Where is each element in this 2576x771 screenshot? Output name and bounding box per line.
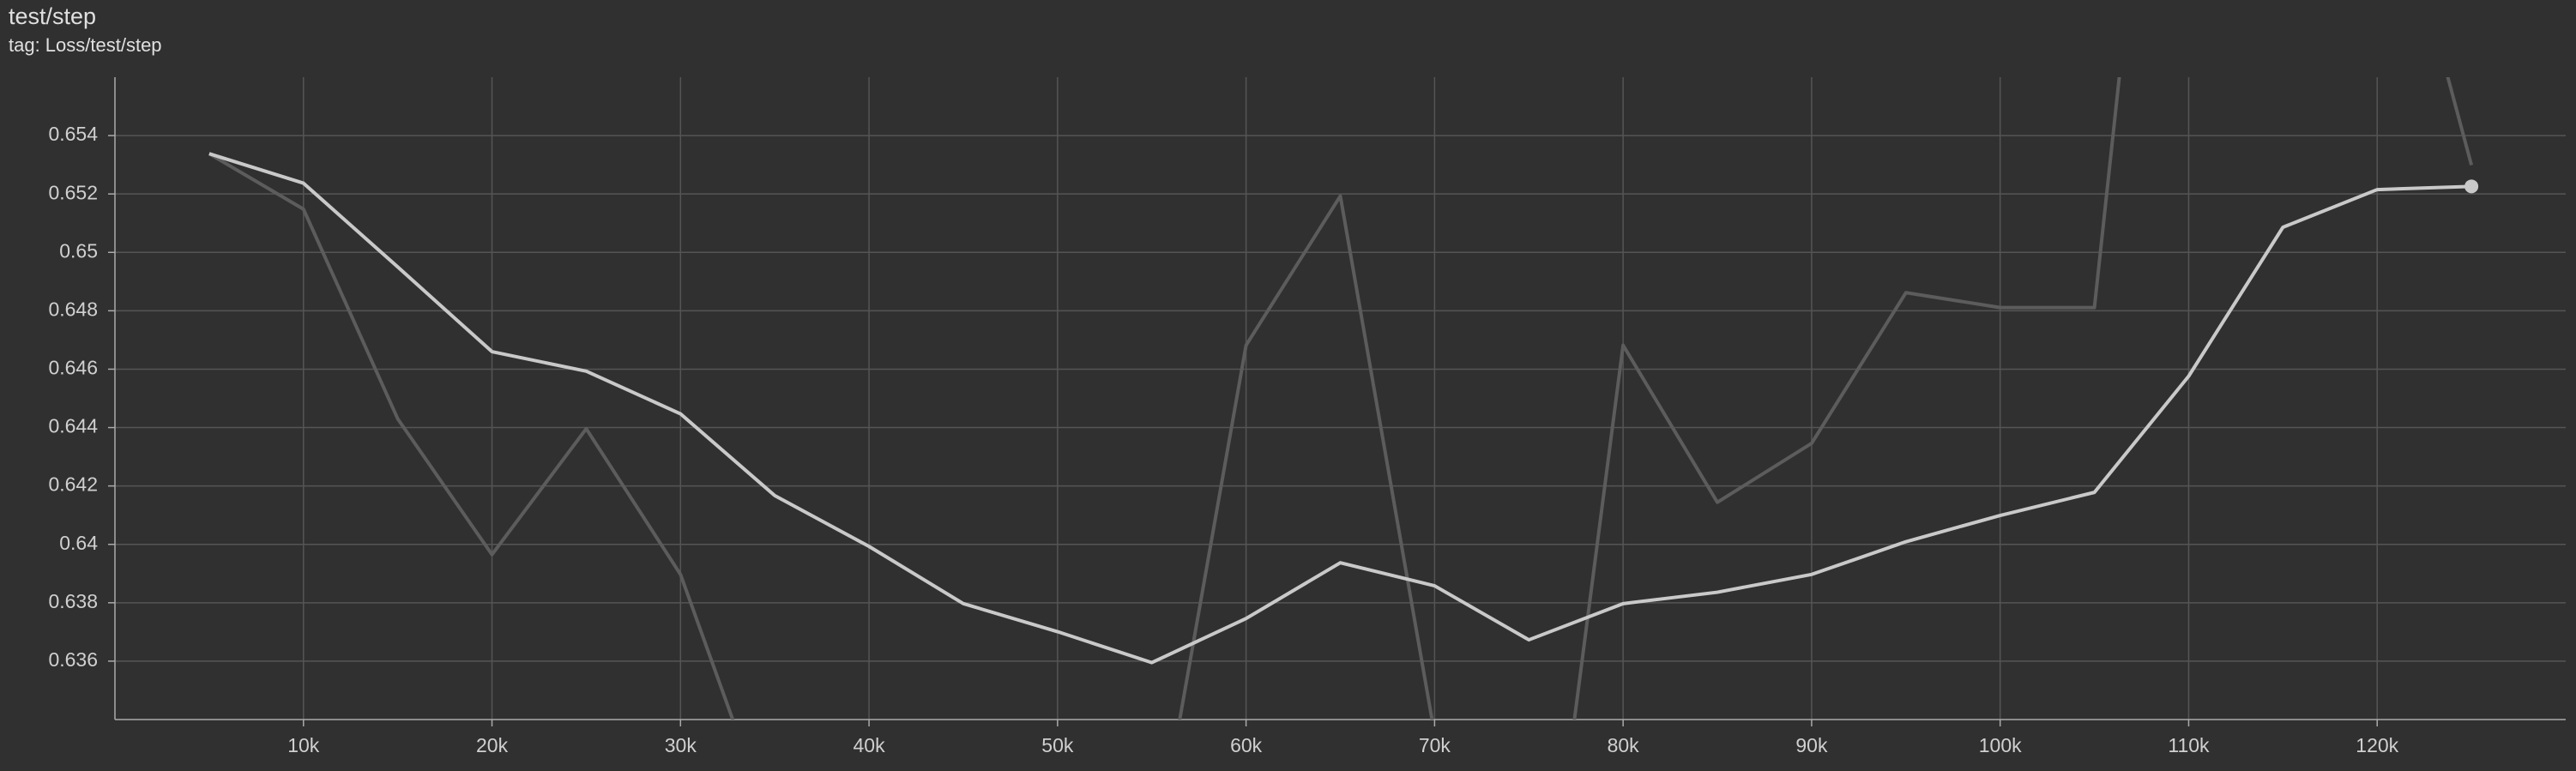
line-series (208, 152, 2472, 665)
chart-subtitle: tag: Loss/test/step (9, 34, 162, 56)
y-tick-label: 0.654 (48, 123, 98, 145)
x-tick-label: 10k (287, 734, 320, 756)
x-tick-label: 40k (854, 734, 886, 756)
x-tick-label: 80k (1608, 734, 1640, 756)
x-tick-label: 20k (476, 734, 509, 756)
x-tick-label: 50k (1041, 734, 1074, 756)
line-series (208, 77, 2474, 720)
y-tick-label: 0.646 (48, 357, 98, 379)
y-tick-label: 0.636 (48, 648, 98, 671)
x-tick-label: 100k (1979, 734, 2022, 756)
y-tick-label: 0.64 (59, 532, 98, 554)
y-tick-label: 0.652 (48, 181, 98, 203)
x-tick-label: 120k (2356, 734, 2398, 756)
x-tick-label: 90k (1795, 734, 1828, 756)
chart-title: test/step (9, 3, 96, 29)
x-tick-label: 110k (2168, 734, 2210, 756)
y-tick-label: 0.638 (48, 590, 98, 612)
x-tick-label: 70k (1419, 734, 1451, 756)
y-tick-label: 0.644 (48, 415, 98, 437)
x-tick-label: 30k (665, 734, 697, 756)
y-tick-label: 0.642 (48, 473, 98, 496)
y-tick-label: 0.65 (59, 239, 98, 262)
y-tick-label: 0.648 (48, 298, 98, 320)
x-tick-label: 60k (1230, 734, 1263, 756)
plot-area (208, 77, 2474, 720)
end-point (2464, 179, 2479, 194)
